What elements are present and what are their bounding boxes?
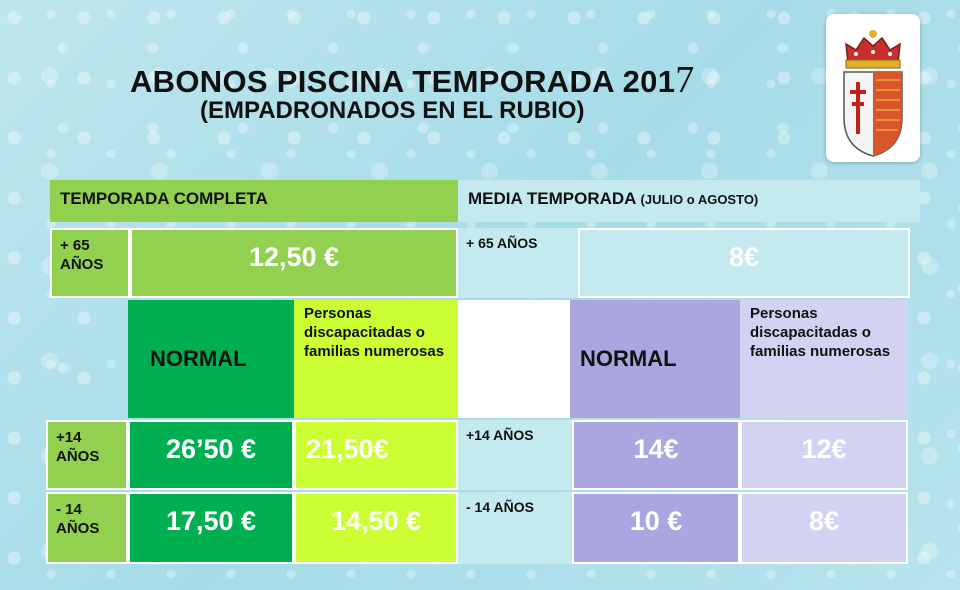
over14-half-label: +14 AÑOS <box>458 420 572 490</box>
over14-full-normal: 26’50 € <box>128 420 294 490</box>
senior-half-price: 8€ <box>578 228 910 298</box>
senior-full-price: 12,50 € <box>130 228 458 298</box>
over14-full-reduced: 21,50€ <box>294 420 458 490</box>
coat-of-arms-icon <box>826 14 920 162</box>
over14-half-normal: 14€ <box>572 420 740 490</box>
page-subtitle: (EMPADRONADOS EN EL RUBIO) <box>200 97 585 124</box>
header-full-season: TEMPORADA COMPLETA <box>50 180 458 222</box>
half-normal-header: NORMAL <box>570 300 740 418</box>
senior-half-label: + 65 AÑOS <box>458 228 578 298</box>
under14-half-reduced: 8€ <box>740 492 908 564</box>
under14-full-label: - 14 AÑOS <box>46 492 128 564</box>
header-half-season-note: (JULIO o AGOSTO) <box>640 192 759 207</box>
under14-full-reduced: 14,50 € <box>294 492 458 564</box>
full-normal-header: NORMAL <box>128 300 294 418</box>
under14-half-label: - 14 AÑOS <box>458 492 572 564</box>
page-title: ABONOS PISCINA TEMPORADA 2017 <box>130 58 695 102</box>
title-year-digit: 7 <box>675 59 695 101</box>
half-reduced-header: Personas discapacitadas o familias numer… <box>740 300 908 418</box>
over14-full-label: +14 AÑOS <box>46 420 128 490</box>
header-half-season: MEDIA TEMPORADA (JULIO o AGOSTO) <box>458 180 920 222</box>
under14-half-normal: 10 € <box>572 492 740 564</box>
gap-cell <box>458 300 570 418</box>
over14-half-reduced: 12€ <box>740 420 908 490</box>
title-text: ABONOS PISCINA TEMPORADA 201 <box>130 64 676 99</box>
senior-full-label: + 65 AÑOS <box>50 228 130 298</box>
under14-full-normal: 17,50 € <box>128 492 294 564</box>
full-reduced-header: Personas discapacitadas o familias numer… <box>294 300 458 418</box>
